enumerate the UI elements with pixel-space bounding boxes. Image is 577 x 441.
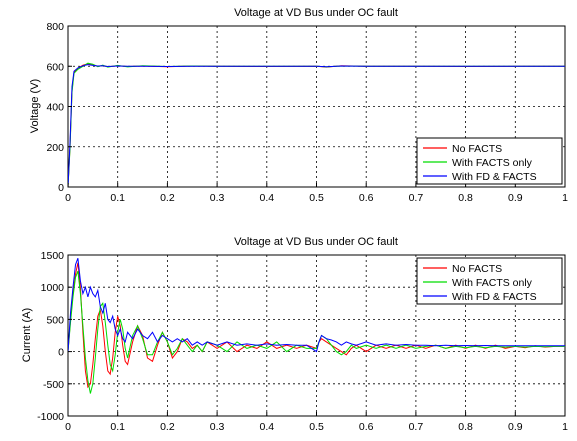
legend-label: With FACTS only: [452, 157, 533, 169]
x-tick-label: 0.1: [110, 192, 125, 204]
legend-label: No FACTS: [452, 263, 502, 275]
y-tick-label: 500: [46, 314, 64, 326]
x-tick-label: 0.8: [458, 192, 473, 204]
x-tick-label: 0.1: [110, 421, 125, 433]
x-tick-label: 0.3: [210, 192, 225, 204]
x-tick-label: 0.6: [359, 192, 374, 204]
y-tick-label: -500: [43, 379, 64, 391]
voltage-chart: Voltage at VD Bus under OC fault 0 0.1 0.2…: [29, 7, 568, 204]
series-line-2: [68, 64, 565, 187]
series-line-2: [68, 258, 565, 353]
legend-label: With FD & FACTS: [452, 171, 537, 183]
x-tick-label: 0.7: [409, 192, 424, 204]
x-tick-label: 1: [562, 421, 568, 433]
series-line-0: [68, 262, 565, 389]
y-tick-label: 200: [46, 142, 64, 154]
x-tick-label: 0.5: [309, 421, 324, 433]
y-axis-label: Voltage (V): [29, 79, 41, 133]
legend-label: No FACTS: [452, 143, 502, 155]
x-tick-label: 0.8: [458, 421, 473, 433]
x-tick-label: 0: [65, 421, 71, 433]
y-tick-label: 0: [58, 347, 64, 359]
y-tick-label: 800: [46, 21, 64, 33]
x-tick-label: 0.9: [508, 421, 523, 433]
chart-title: Voltage at VD Bus under OC fault: [234, 236, 398, 248]
x-tick-label: 0.5: [309, 192, 324, 204]
y-tick-label: -1000: [37, 411, 64, 423]
legend-label: With FD & FACTS: [452, 291, 537, 303]
chart-title: Voltage at VD Bus under OC fault: [234, 7, 398, 19]
x-tick-label: 0: [65, 192, 71, 204]
y-tick-label: 0: [58, 182, 64, 194]
legend: No FACTS With FACTS only With FD & FACTS: [416, 257, 563, 305]
y-tick-label: 400: [46, 102, 64, 114]
y-tick-label: 600: [46, 61, 64, 73]
x-tick-label: 0.9: [508, 192, 523, 204]
x-tick-label: 0.2: [160, 421, 175, 433]
x-tick-label: 0.4: [259, 192, 274, 204]
y-tick-label: 1500: [41, 250, 65, 262]
current-chart: Voltage at VD Bus under OC fault 0 0.1 0.2…: [21, 236, 568, 433]
x-tick-label: 0.4: [259, 421, 274, 433]
x-tick-label: 1: [562, 192, 568, 204]
x-tick-label: 0.7: [409, 421, 424, 433]
y-tick-label: 1000: [41, 282, 65, 294]
x-tick-label: 0.3: [210, 421, 225, 433]
legend-label: With FACTS only: [452, 277, 533, 289]
x-tick-label: 0.6: [359, 421, 374, 433]
legend: No FACTS With FACTS only With FD & FACTS: [416, 137, 563, 185]
x-tick-label: 0.2: [160, 192, 175, 204]
y-axis-label: Current (A): [21, 308, 33, 362]
